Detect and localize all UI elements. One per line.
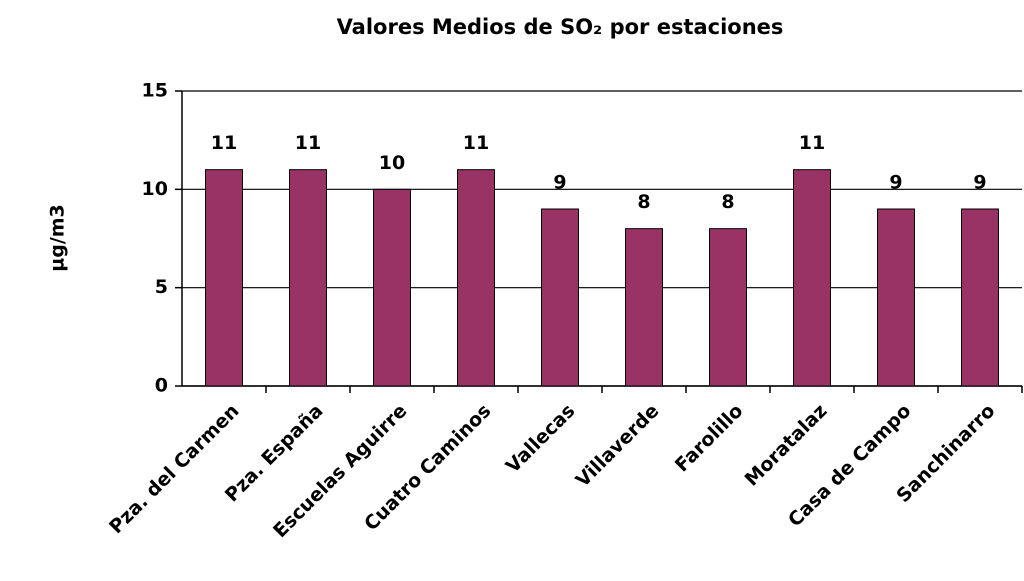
data-label: 8 bbox=[721, 191, 734, 213]
bar bbox=[625, 228, 663, 387]
bar bbox=[709, 228, 747, 387]
data-label: 11 bbox=[211, 132, 237, 154]
data-label: 9 bbox=[973, 172, 986, 194]
y-tick-label: 15 bbox=[142, 80, 168, 102]
bar bbox=[877, 208, 915, 387]
x-tick-label: Pza. del Carmen bbox=[105, 400, 243, 538]
y-axis-label: µg/m3 bbox=[47, 204, 69, 272]
y-tick-label: 0 bbox=[155, 375, 168, 397]
data-label: 11 bbox=[463, 132, 489, 154]
data-label: 10 bbox=[379, 152, 405, 174]
x-tick-label: Farolillo bbox=[671, 400, 748, 477]
bar bbox=[289, 169, 327, 387]
data-label: 8 bbox=[637, 191, 650, 213]
data-label: 9 bbox=[553, 172, 566, 194]
x-tick-label: Vallecas bbox=[502, 400, 580, 478]
y-tick-label: 10 bbox=[142, 178, 168, 200]
chart-title: Valores Medios de SO₂ por estaciones bbox=[337, 15, 784, 39]
bar bbox=[793, 169, 831, 387]
y-tick-label: 5 bbox=[155, 276, 168, 298]
data-label: 11 bbox=[295, 132, 321, 154]
bar bbox=[961, 208, 999, 387]
x-tick-label: Villaverde bbox=[572, 400, 664, 492]
data-label: 9 bbox=[889, 172, 902, 194]
bar bbox=[541, 208, 579, 387]
bar bbox=[373, 188, 411, 387]
x-tick-label: Moratalaz bbox=[741, 400, 832, 491]
data-label: 11 bbox=[799, 132, 825, 154]
bar bbox=[205, 169, 243, 387]
bar bbox=[457, 169, 495, 387]
